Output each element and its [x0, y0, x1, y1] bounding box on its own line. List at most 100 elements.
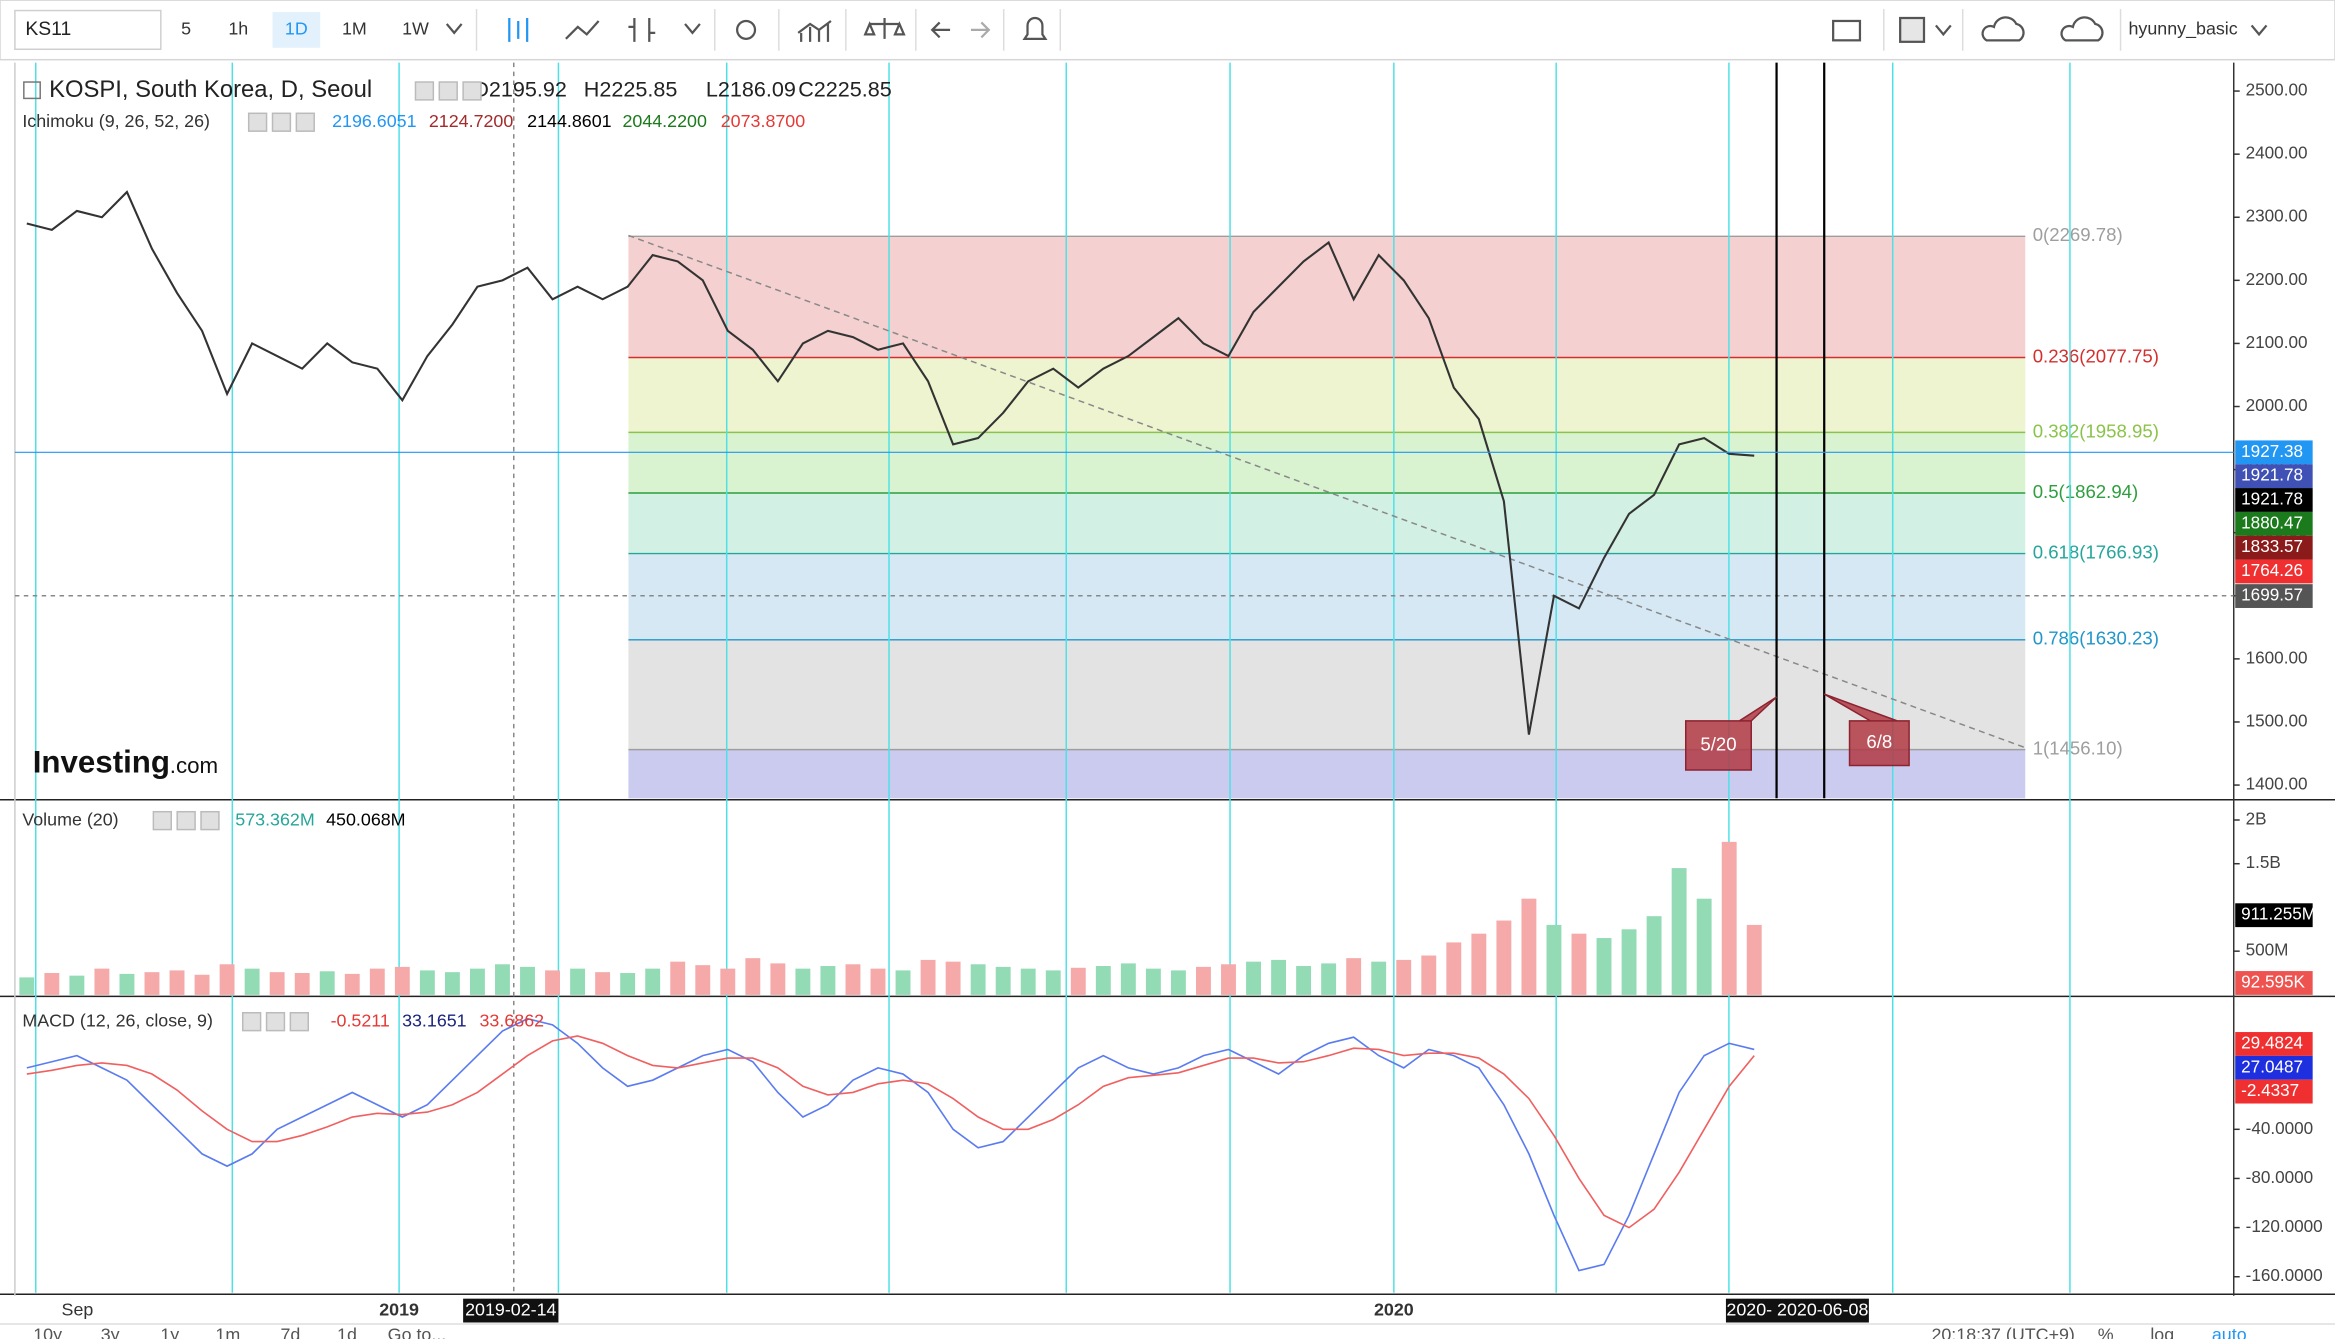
settings-icon[interactable]	[736, 19, 757, 40]
crosshair-date-box	[463, 1298, 559, 1323]
legend-button[interactable]	[247, 112, 268, 132]
volume-bar	[770, 963, 786, 995]
interval-dropdown[interactable]	[445, 23, 463, 35]
volume-bar	[19, 977, 35, 995]
price-tag-label: 1764.26	[2241, 561, 2303, 580]
active-interval	[272, 12, 321, 48]
time-label: 2020	[1374, 1299, 1414, 1319]
price-tag	[2235, 559, 2313, 584]
volume-bar	[545, 970, 560, 995]
bars-icon[interactable]	[628, 17, 656, 42]
price-line	[26, 1017, 1755, 1272]
annotation-text: 5/20	[1700, 733, 1736, 754]
legend-button[interactable]	[271, 112, 292, 132]
price-line	[26, 1035, 1755, 1229]
indicators-icon[interactable]	[797, 20, 832, 42]
alert-icon[interactable]	[1022, 16, 1048, 40]
volume-bar	[1671, 868, 1687, 995]
scale-option[interactable]: log	[2150, 1325, 2174, 1339]
style-dropdown[interactable]	[684, 23, 701, 35]
interval-button[interactable]: 5	[181, 19, 191, 39]
legend-button[interactable]	[438, 81, 458, 101]
interval-button[interactable]: 1h	[228, 19, 248, 39]
range-button[interactable]: 1m	[215, 1325, 240, 1339]
legend-value: 450.068M	[326, 809, 405, 829]
candles-icon[interactable]	[508, 17, 529, 42]
fib-band	[628, 236, 2026, 358]
fib-label: 0.382(1958.95)	[2033, 420, 2159, 441]
volume-bar	[294, 973, 310, 995]
volume-bar	[69, 975, 85, 995]
price-tag-label: 27.0487	[2241, 1057, 2303, 1076]
legend-button[interactable]	[414, 81, 435, 101]
range-button[interactable]: Go to...	[388, 1325, 447, 1339]
volume-bar	[469, 968, 485, 995]
color-icon[interactable]	[1899, 16, 1926, 43]
legend-value: -0.5211	[331, 1010, 390, 1030]
legend-button[interactable]	[152, 810, 172, 831]
volume-bar	[1696, 898, 1712, 995]
volume-bar	[169, 970, 185, 995]
volume-bar	[1045, 970, 1061, 995]
compare-icon[interactable]	[863, 17, 906, 39]
undo-icon[interactable]	[930, 21, 951, 39]
clock: 20:18:37 (UTC+9)	[1931, 1325, 2074, 1339]
legend-button[interactable]	[289, 1012, 310, 1032]
volume-bar	[1221, 964, 1236, 995]
trend-line	[628, 234, 2026, 749]
range-button[interactable]: 3y	[101, 1325, 120, 1339]
load-icon[interactable]	[1981, 16, 2025, 42]
interval-button[interactable]: 1W	[402, 19, 429, 39]
line-icon[interactable]	[565, 20, 600, 40]
symbol-box[interactable]	[14, 9, 162, 51]
ohlc-value: H2225.85	[584, 77, 678, 102]
price-tag-label: 1927.38	[2241, 442, 2303, 461]
volume-bar	[1396, 959, 1412, 995]
fib-label: 0(2269.78)	[2033, 224, 2123, 245]
volume-bar	[1596, 938, 1612, 995]
redo-icon[interactable]	[970, 21, 991, 39]
volume-bar	[1446, 942, 1462, 995]
time-label: 2019	[379, 1299, 419, 1319]
legend-button[interactable]	[241, 1012, 262, 1032]
range-button[interactable]: 1y	[160, 1325, 179, 1339]
panel-title: MACD (12, 26, close, 9)	[22, 1010, 213, 1030]
scale-option[interactable]: auto	[2212, 1325, 2247, 1339]
price-tag-label: 1921.78	[2241, 490, 2303, 509]
range-button[interactable]: 7d	[280, 1325, 300, 1339]
range-button[interactable]: 10y	[33, 1325, 62, 1339]
annotation-callout	[1823, 693, 1910, 767]
time-label: 2019-02-14	[465, 1299, 556, 1319]
legend-button[interactable]	[265, 1012, 286, 1032]
legend-button[interactable]	[200, 810, 220, 831]
y-tick-label: 1500.00	[2246, 711, 2308, 730]
volume-bar	[895, 970, 911, 995]
panel-title: Volume (20)	[22, 809, 118, 829]
volume-bar	[194, 974, 210, 995]
price-tag	[2235, 464, 2313, 489]
user-dropdown[interactable]	[2250, 24, 2268, 37]
color-dropdown[interactable]	[1935, 24, 1952, 37]
volume-bar	[495, 964, 510, 995]
interval-button[interactable]: 1D	[285, 19, 308, 39]
save-icon[interactable]	[2060, 16, 2104, 42]
y-tick-label: 2300.00	[2246, 207, 2308, 226]
logo: Investing	[33, 744, 170, 779]
legend-value: 573.362M	[235, 809, 314, 829]
snapshot-icon[interactable]	[1832, 19, 1862, 42]
y-tick-label: -80.0000	[2246, 1168, 2314, 1187]
volume-bar	[1546, 924, 1562, 995]
price-tag	[2235, 1079, 2313, 1104]
legend-button[interactable]	[295, 112, 315, 132]
range-button[interactable]: 1d	[337, 1325, 357, 1339]
legend-button[interactable]	[462, 81, 482, 101]
fib-band	[628, 492, 2026, 554]
y-tick-label: 2000.00	[2246, 396, 2308, 415]
volume-bar	[394, 966, 410, 995]
interval-button[interactable]: 1M	[342, 19, 367, 39]
legend-button[interactable]	[176, 810, 196, 831]
volume-bar	[1095, 966, 1111, 995]
scale-option[interactable]: %	[2098, 1325, 2114, 1339]
toolbar-separators	[475, 9, 2122, 51]
